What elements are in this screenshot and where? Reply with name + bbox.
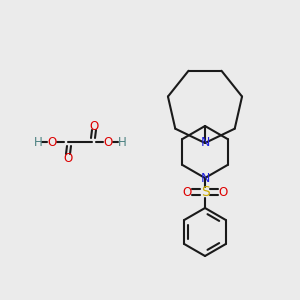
Text: O: O <box>47 136 57 148</box>
Text: O: O <box>63 152 73 164</box>
Text: O: O <box>103 136 112 148</box>
Text: S: S <box>201 185 209 199</box>
Text: H: H <box>118 136 126 148</box>
Text: N: N <box>200 172 210 184</box>
Text: O: O <box>182 185 192 199</box>
Text: O: O <box>89 119 99 133</box>
Text: H: H <box>34 136 42 148</box>
Text: N: N <box>200 136 210 149</box>
Text: O: O <box>218 185 228 199</box>
